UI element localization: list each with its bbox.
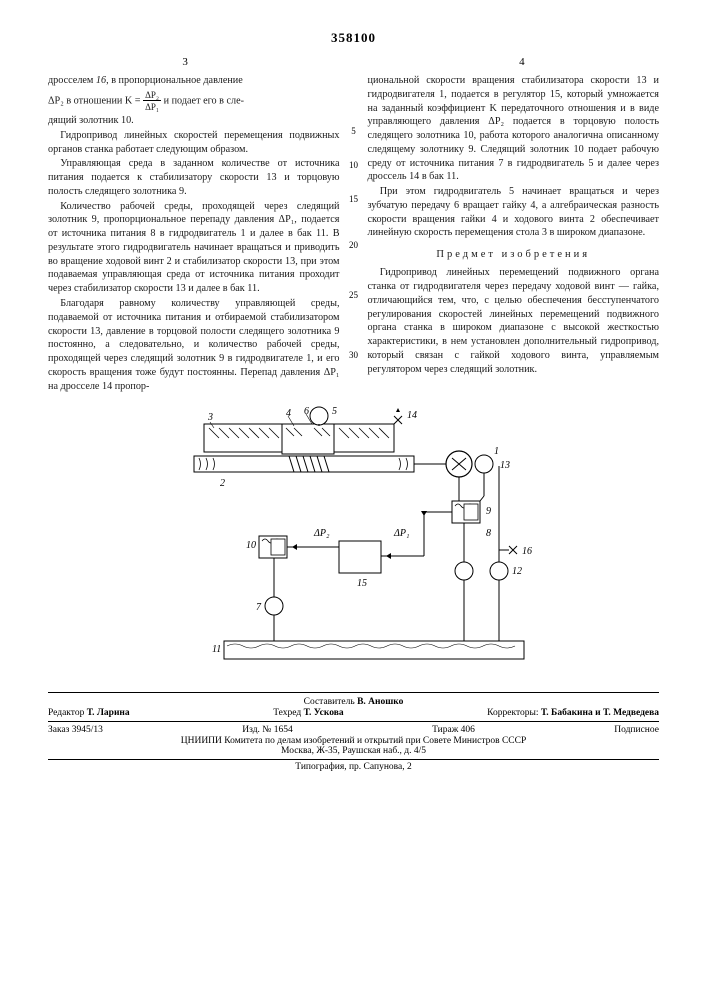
left-p5: Управляющая среда в заданном количестве … <box>48 157 340 198</box>
label-13: 13 <box>500 460 510 471</box>
footer: Составитель В. Аношко Редактор Т. Ларина… <box>48 692 659 772</box>
gutter-10: 10 <box>347 160 361 170</box>
page-numbers: 3 4 <box>48 56 659 68</box>
gutter-20: 20 <box>347 240 361 250</box>
gutter-15: 15 <box>347 194 361 204</box>
label-14: 14 <box>407 410 417 421</box>
label-12: 12 <box>512 566 522 577</box>
label-15: 15 <box>357 578 367 589</box>
label-3: 3 <box>207 412 213 423</box>
right-column: циональной скорости вращения стабилизато… <box>368 74 660 394</box>
compiler: Составитель В. Аношко <box>304 697 404 707</box>
left-p2: ΔP₂ в отношении K = ΔP₂ΔP₁ и подает его … <box>48 89 340 113</box>
left-p7: Благодаря равному количеству управляющей… <box>48 297 340 393</box>
hydraulic-diagram: 3 4 6 5 14 2 1 13 9 8 12 16 10 7 11 15 Δ… <box>164 406 544 686</box>
label-8: 8 <box>486 528 491 539</box>
izd-num: Изд. № 1654 <box>242 725 292 735</box>
address: Москва, Ж-35, Раушская наб., д. 4/5 <box>48 746 659 756</box>
printer: Типография, пр. Сапунова, 2 <box>48 759 659 772</box>
tirazh: Тираж 406 <box>432 725 475 735</box>
left-p6: Количество рабочей среды, проходящей чер… <box>48 200 340 296</box>
left-p4: Гидропривод линейных скоростей перемещен… <box>48 129 340 157</box>
tech-editor: Техред Т. Ускова <box>273 708 343 718</box>
claim-title: Предмет изобретения <box>368 248 660 262</box>
label-7: 7 <box>256 602 262 613</box>
order-num: Заказ 3945/13 <box>48 725 103 735</box>
right-p2: При этом гидродвигатель 5 начинает враща… <box>368 185 660 240</box>
label-16: 16 <box>522 546 532 557</box>
left-p1: дросселем 16, в пропорциональное давлени… <box>48 74 340 88</box>
left-p3: дящий золотник 10. <box>48 114 340 128</box>
label-dp1: ΔP₁ <box>393 528 409 539</box>
claim-text: Гидропривод линейных перемещений подвижн… <box>368 266 660 376</box>
gutter-5: 5 <box>347 126 361 136</box>
subscription: Подписное <box>614 725 659 735</box>
label-10: 10 <box>246 540 256 551</box>
label-11: 11 <box>212 644 221 655</box>
page-num-right: 4 <box>519 56 525 68</box>
page-num-left: 3 <box>182 56 188 68</box>
left-column: дросселем 16, в пропорциональное давлени… <box>48 74 340 394</box>
text-columns: дросселем 16, в пропорциональное давлени… <box>48 74 659 394</box>
fraction: ΔP₂ΔP₁ <box>143 89 161 113</box>
label-1: 1 <box>494 446 499 457</box>
label-2: 2 <box>220 478 225 489</box>
label-9: 9 <box>486 506 491 517</box>
label-5: 5 <box>332 406 337 417</box>
table-block <box>194 407 472 477</box>
label-dp2: ΔP₂ <box>313 528 330 539</box>
correctors: Корректоры: Т. Бабакина и Т. Медведева <box>487 708 659 718</box>
document-number: 358100 <box>48 30 659 46</box>
org: ЦНИИПИ Комитета по делам изобретений и о… <box>48 736 659 746</box>
editor: Редактор Т. Ларина <box>48 708 130 718</box>
gutter-30: 30 <box>347 350 361 360</box>
right-p1: циональной скорости вращения стабилизато… <box>368 74 660 184</box>
gutter-25: 25 <box>347 290 361 300</box>
